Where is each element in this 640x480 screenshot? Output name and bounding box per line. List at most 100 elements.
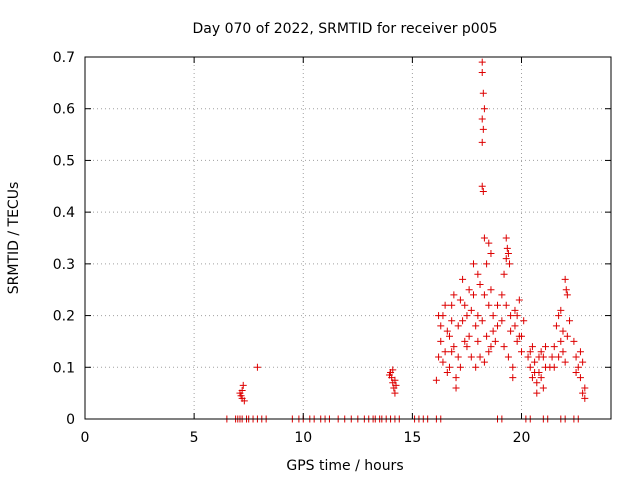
data-point	[474, 337, 482, 345]
data-point	[456, 363, 464, 371]
x-tick-label: 5	[190, 430, 199, 446]
data-point	[555, 312, 563, 320]
data-point	[472, 363, 480, 371]
data-point	[385, 371, 393, 379]
data-point	[476, 353, 484, 361]
data-point	[548, 353, 556, 361]
y-tick-label: 0.5	[53, 153, 75, 169]
data-point	[480, 291, 488, 299]
data-point	[480, 234, 488, 242]
data-point	[483, 260, 491, 268]
x-tick-label: 20	[513, 430, 531, 446]
data-point	[555, 353, 563, 361]
data-point	[574, 363, 582, 371]
data-point	[441, 301, 449, 309]
data-point	[469, 291, 477, 299]
data-point	[480, 105, 488, 113]
data-point	[487, 343, 495, 351]
data-point	[507, 312, 515, 320]
data-point	[435, 353, 443, 361]
data-point	[480, 358, 488, 366]
data-point	[559, 327, 567, 335]
data-point	[487, 250, 495, 258]
data-point	[502, 301, 510, 309]
y-tick-label: 0.4	[53, 205, 75, 221]
data-point	[478, 58, 486, 66]
data-point	[561, 275, 569, 283]
data-point	[518, 348, 526, 356]
data-point	[448, 301, 456, 309]
data-point	[441, 348, 449, 356]
y-tick-label: 0.1	[53, 360, 75, 376]
data-point	[570, 337, 578, 345]
data-point	[557, 306, 565, 314]
data-point	[581, 394, 589, 402]
data-point	[445, 363, 453, 371]
y-axis-label: SRMTID / TECUs	[6, 182, 22, 295]
data-point	[454, 353, 462, 361]
data-point	[461, 337, 469, 345]
data-point	[502, 255, 510, 263]
chart-title: Day 070 of 2022, SRMTID for receiver p00…	[192, 21, 497, 37]
x-tick-label: 10	[294, 430, 312, 446]
data-point	[524, 353, 532, 361]
data-point	[253, 363, 261, 371]
data-point	[392, 381, 400, 389]
data-point	[443, 368, 451, 376]
data-point	[498, 291, 506, 299]
data-point	[531, 358, 539, 366]
data-point	[535, 353, 543, 361]
data-point	[503, 244, 511, 252]
data-point	[459, 317, 467, 325]
data-point	[504, 353, 512, 361]
data-point	[515, 296, 523, 304]
data-point	[459, 275, 467, 283]
data-point	[552, 322, 560, 330]
data-point	[533, 389, 541, 397]
data-point	[465, 286, 473, 294]
data-point	[576, 374, 584, 382]
data-point	[239, 381, 247, 389]
data-point	[478, 69, 486, 77]
data-point	[500, 343, 508, 351]
data-point	[450, 291, 458, 299]
data-point	[531, 368, 539, 376]
data-point	[463, 343, 471, 351]
data-point	[520, 317, 528, 325]
data-point	[581, 384, 589, 392]
data-point	[432, 376, 440, 384]
data-point	[509, 363, 517, 371]
data-point	[550, 343, 558, 351]
data-point	[479, 187, 487, 195]
data-point	[469, 260, 477, 268]
data-point	[456, 296, 464, 304]
data-point	[528, 343, 536, 351]
data-point	[498, 317, 506, 325]
data-point	[513, 312, 521, 320]
data-point	[518, 332, 526, 340]
data-point	[491, 337, 499, 345]
data-point	[465, 332, 473, 340]
data-point	[448, 348, 456, 356]
y-tick-label: 0	[66, 412, 75, 428]
y-tick-label: 0.6	[53, 102, 75, 118]
data-point	[509, 374, 517, 382]
data-point	[485, 239, 493, 247]
data-point	[478, 182, 486, 190]
data-point	[528, 374, 536, 382]
data-point	[550, 363, 558, 371]
data-point	[478, 115, 486, 123]
data-point	[494, 301, 502, 309]
data-point	[561, 358, 569, 366]
data-point	[500, 270, 508, 278]
data-point	[579, 389, 587, 397]
data-point	[487, 286, 495, 294]
plot-frame	[84, 56, 612, 420]
data-point	[240, 397, 248, 405]
data-point	[539, 384, 547, 392]
data-point	[435, 312, 443, 320]
y-tick-label: 0.3	[53, 257, 75, 273]
y-tick-label: 0.7	[53, 50, 75, 66]
